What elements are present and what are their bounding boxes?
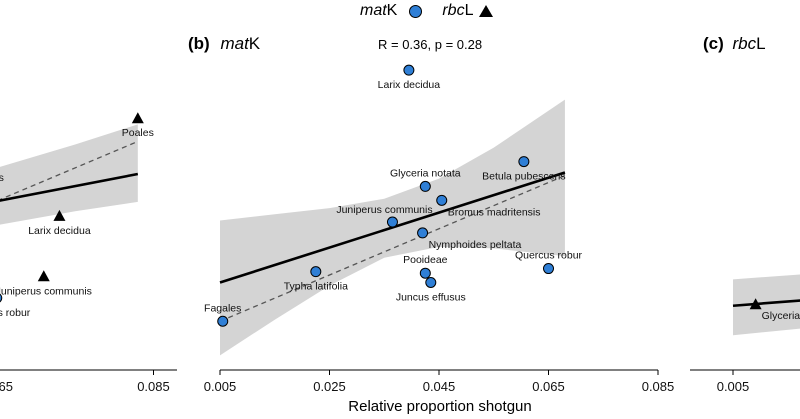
point-label: Larix decidua xyxy=(28,225,91,237)
legend-rbcl-label: rbcL xyxy=(442,2,474,19)
data-point-circle xyxy=(417,227,429,239)
point-label: Glyceria notata xyxy=(390,167,461,179)
point-label: Quercus robur xyxy=(515,250,583,262)
panel-b-title: (b) matK xyxy=(188,34,260,54)
legend-triangle-marker xyxy=(479,5,494,17)
data-point-circle xyxy=(403,64,415,76)
legend-circle-marker xyxy=(409,4,423,18)
x-tick-label: 0.025 xyxy=(313,379,346,394)
point-label: Juniperus communis xyxy=(0,285,92,297)
legend: matK rbcL xyxy=(360,0,494,22)
point-label: Typha latifolia xyxy=(284,281,348,293)
data-point-circle xyxy=(543,263,554,275)
point-label: Juniperus communis xyxy=(336,204,432,216)
point-label: Larix decidua xyxy=(378,79,441,91)
x-tick-label: 0.065 xyxy=(0,379,13,394)
panel-c: Bet…Bromus madritensisGlyceria notata xyxy=(732,274,800,336)
point-label: Poales xyxy=(122,127,154,139)
x-tick-label: 0.005 xyxy=(204,379,237,394)
data-point-triangle xyxy=(131,112,144,124)
panel-b-gene: matK xyxy=(220,34,261,53)
point-label: Fagales xyxy=(204,302,241,314)
x-tick-label: 0.085 xyxy=(137,379,170,394)
x-tick-label: 0.065 xyxy=(532,379,565,394)
data-point-circle xyxy=(217,315,229,327)
data-point-circle xyxy=(436,194,448,206)
point-label: Quercus robur xyxy=(0,307,31,319)
point-label: …pubescens xyxy=(0,172,4,184)
panel-c-letter: (c) xyxy=(703,34,724,53)
point-label: Glyceria notata xyxy=(762,310,800,322)
x-axis-title: Relative proportion shotgun xyxy=(348,398,532,415)
panel-a-regression-line xyxy=(0,172,139,202)
data-point-circle xyxy=(419,267,431,279)
data-point-circle xyxy=(419,180,431,192)
data-point-circle xyxy=(518,156,530,168)
x-tick-label: 0.045 xyxy=(423,379,456,394)
data-point-circle xyxy=(386,216,398,228)
data-point-circle xyxy=(425,277,437,288)
data-point-circle xyxy=(310,266,322,278)
x-tick-label: 0.085 xyxy=(642,379,675,394)
panel-b-stats: R = 0.36, p = 0.28 xyxy=(378,37,483,52)
panel-c-title: (c) rbcL xyxy=(703,34,766,54)
data-point-triangle xyxy=(37,270,50,282)
panel-c-gene: rbcL xyxy=(732,34,766,53)
point-label: Bromus madritensis xyxy=(448,206,541,218)
data-point-triangle xyxy=(53,209,66,221)
panel-c-regression-line xyxy=(732,299,800,308)
point-label: Nymphoides peltata xyxy=(429,239,522,251)
panel-b-letter: (b) xyxy=(188,34,210,53)
point-label: Betula pubescens xyxy=(482,171,565,183)
panel-a-confidence-band xyxy=(0,124,138,225)
data-point-triangle xyxy=(749,298,762,310)
legend-matk-label: matK xyxy=(360,2,398,19)
data-point-circle xyxy=(0,293,3,303)
point-label: Pooideae xyxy=(403,254,448,266)
x-tick-label: 0.005 xyxy=(717,379,750,394)
panel-b: Larix decidua Betula pubescens Glyceria no… xyxy=(204,64,583,356)
panel-a: …pubescens…adritensisQuercus roburPoales… xyxy=(0,112,154,319)
point-label: Juncus effusus xyxy=(396,292,466,304)
panel-c-confidence-band xyxy=(733,274,800,336)
